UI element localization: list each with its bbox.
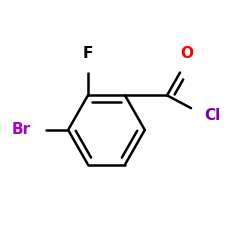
Text: F: F	[83, 46, 93, 61]
Text: O: O	[180, 46, 193, 61]
Text: Cl: Cl	[204, 108, 220, 122]
Text: Br: Br	[12, 122, 31, 138]
